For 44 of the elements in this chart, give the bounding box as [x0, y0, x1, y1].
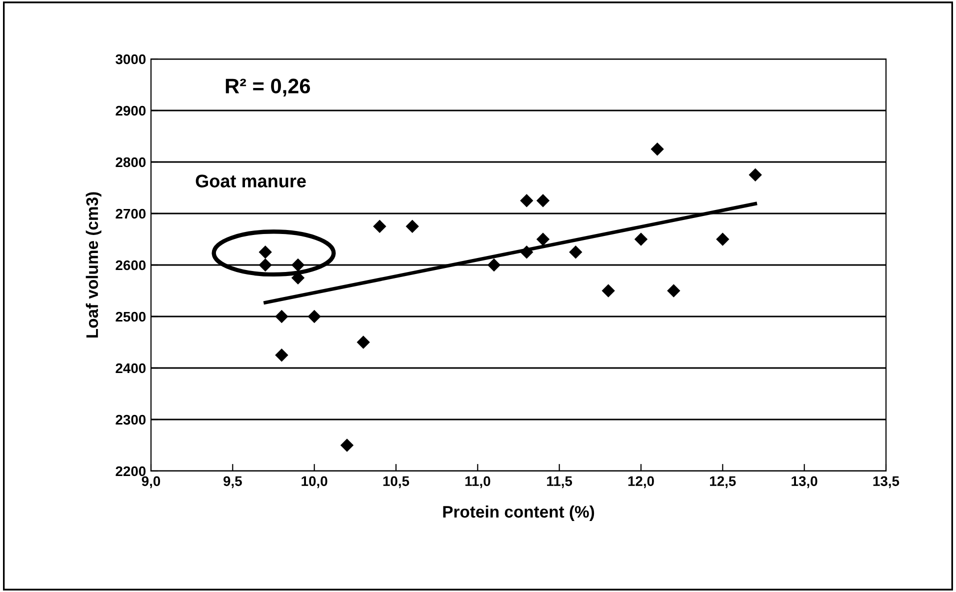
- point: [569, 246, 582, 259]
- y-tick-label: 2300: [116, 414, 146, 425]
- point: [487, 258, 501, 272]
- y-tick-label: 2400: [116, 363, 146, 374]
- y-tick-label: 2500: [116, 312, 146, 322]
- point: [258, 246, 272, 259]
- point: [748, 168, 762, 182]
- x-tick-label: 10,5: [383, 476, 410, 488]
- point: [406, 220, 419, 233]
- point: [667, 284, 680, 298]
- point: [275, 348, 288, 362]
- y-tick-label: 2900: [116, 106, 146, 116]
- annotation: R² = 0,26: [226, 78, 310, 96]
- x-axis-title: Protein content (%): [443, 505, 594, 522]
- x-tick-label: 11,5: [547, 476, 572, 488]
- point: [373, 220, 386, 233]
- x-tick-label: 9,5: [223, 476, 242, 488]
- y-tick-label: 2700: [116, 208, 146, 219]
- x-tick-label: 11,0: [465, 476, 490, 488]
- point: [634, 232, 648, 246]
- point: [520, 194, 534, 208]
- y-tick-label: 2200: [116, 466, 146, 476]
- point: [275, 310, 288, 324]
- x-tick-label: 9,0: [142, 476, 160, 488]
- y-tick-label: 3000: [116, 54, 146, 64]
- point: [356, 336, 370, 349]
- y-tick-label: 2800: [116, 157, 146, 168]
- point: [340, 438, 354, 452]
- x-tick-label: 12,0: [628, 476, 654, 488]
- point: [602, 284, 615, 298]
- x-tick-label: 13,5: [873, 476, 900, 488]
- x-tick-label: 12,5: [710, 476, 736, 488]
- y-axis-title: Loaf volume (cm3): [86, 192, 102, 338]
- x-tick-label: 13,0: [792, 476, 818, 488]
- x-tick-label: 10,0: [302, 476, 328, 488]
- y-tick-label: 2600: [116, 260, 146, 270]
- point: [308, 310, 321, 324]
- point: [536, 232, 550, 246]
- point: [716, 232, 730, 246]
- point: [536, 194, 550, 208]
- point: [650, 142, 664, 156]
- point: [258, 258, 272, 272]
- annotation: Goat manure: [196, 174, 306, 188]
- point: [291, 258, 305, 272]
